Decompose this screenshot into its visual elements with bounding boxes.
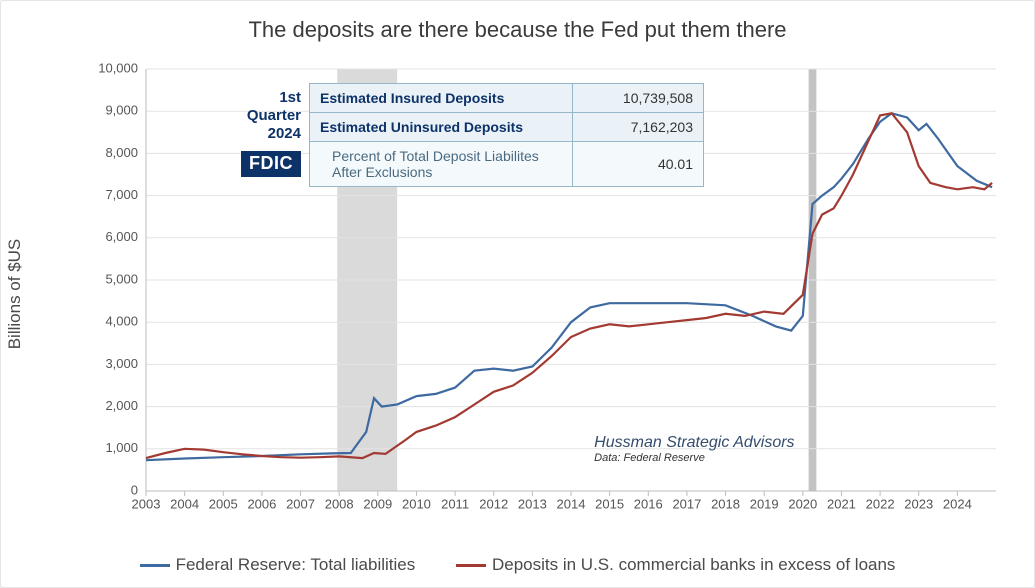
fdic-inset: 1st Quarter 2024 FDIC Estimated Insured … xyxy=(211,83,706,187)
svg-text:2006: 2006 xyxy=(247,497,276,512)
svg-text:2017: 2017 xyxy=(672,497,701,512)
row-value: 10,739,508 xyxy=(573,84,704,113)
period-line-2: Quarter xyxy=(211,107,301,125)
svg-text:2022: 2022 xyxy=(866,497,895,512)
svg-text:8,000: 8,000 xyxy=(105,145,138,160)
svg-text:6,000: 6,000 xyxy=(105,229,138,244)
row-value: 7,162,203 xyxy=(573,113,704,142)
svg-text:7,000: 7,000 xyxy=(105,187,138,202)
table-row: Estimated Uninsured Deposits 7,162,203 xyxy=(310,113,704,142)
table-row: Estimated Insured Deposits 10,739,508 xyxy=(310,84,704,113)
legend-swatch xyxy=(140,564,170,567)
period-line-1: 1st xyxy=(211,89,301,107)
svg-text:2021: 2021 xyxy=(827,497,856,512)
svg-text:2018: 2018 xyxy=(711,497,740,512)
svg-text:9,000: 9,000 xyxy=(105,103,138,118)
attribution: Hussman Strategic AdvisorsData: Federal … xyxy=(594,434,794,464)
svg-text:2005: 2005 xyxy=(209,497,238,512)
svg-text:2020: 2020 xyxy=(788,497,817,512)
svg-text:1,000: 1,000 xyxy=(105,440,138,455)
svg-text:2008: 2008 xyxy=(325,497,354,512)
attribution-title: Hussman Strategic Advisors xyxy=(594,434,794,452)
legend-label: Federal Reserve: Total liabilities xyxy=(176,555,416,575)
row-value: 40.01 xyxy=(573,142,704,187)
svg-text:2003: 2003 xyxy=(132,497,161,512)
svg-text:2010: 2010 xyxy=(402,497,431,512)
svg-text:2004: 2004 xyxy=(170,497,199,512)
legend-swatch xyxy=(456,564,486,567)
legend-item: Deposits in U.S. commercial banks in exc… xyxy=(456,555,895,575)
svg-text:2007: 2007 xyxy=(286,497,315,512)
legend-label: Deposits in U.S. commercial banks in exc… xyxy=(492,555,895,575)
table-row: Percent of Total Deposit Liabilites Afte… xyxy=(310,142,704,187)
svg-text:2016: 2016 xyxy=(634,497,663,512)
svg-text:10,000: 10,000 xyxy=(98,61,138,75)
svg-text:2023: 2023 xyxy=(904,497,933,512)
row-label: Percent of Total Deposit Liabilites Afte… xyxy=(310,142,573,187)
chart-title: The deposits are there because the Fed p… xyxy=(1,17,1034,43)
svg-text:2012: 2012 xyxy=(479,497,508,512)
row-label: Estimated Uninsured Deposits xyxy=(310,113,573,142)
legend: Federal Reserve: Total liabilities Depos… xyxy=(1,552,1034,576)
inset-period-label: 1st Quarter 2024 FDIC xyxy=(211,83,309,177)
svg-text:4,000: 4,000 xyxy=(105,314,138,329)
svg-text:2011: 2011 xyxy=(441,497,469,512)
svg-text:2019: 2019 xyxy=(750,497,779,512)
svg-text:2015: 2015 xyxy=(595,497,624,512)
inset-table: Estimated Insured Deposits 10,739,508 Es… xyxy=(309,83,704,187)
svg-text:0: 0 xyxy=(131,482,138,497)
svg-text:3,000: 3,000 xyxy=(105,356,138,371)
legend-item: Federal Reserve: Total liabilities xyxy=(140,555,416,575)
svg-text:2024: 2024 xyxy=(943,497,972,512)
period-line-3: 2024 xyxy=(211,125,301,143)
svg-text:2009: 2009 xyxy=(363,497,392,512)
svg-text:2,000: 2,000 xyxy=(105,398,138,413)
svg-text:5,000: 5,000 xyxy=(105,271,138,286)
attribution-subtitle: Data: Federal Reserve xyxy=(594,452,794,464)
fdic-badge: FDIC xyxy=(241,151,301,177)
row-label: Estimated Insured Deposits xyxy=(310,84,573,113)
svg-text:2014: 2014 xyxy=(557,497,586,512)
svg-text:2013: 2013 xyxy=(518,497,547,512)
y-axis-label: Billions of $US xyxy=(5,239,25,350)
chart-container: The deposits are there because the Fed p… xyxy=(0,0,1035,588)
